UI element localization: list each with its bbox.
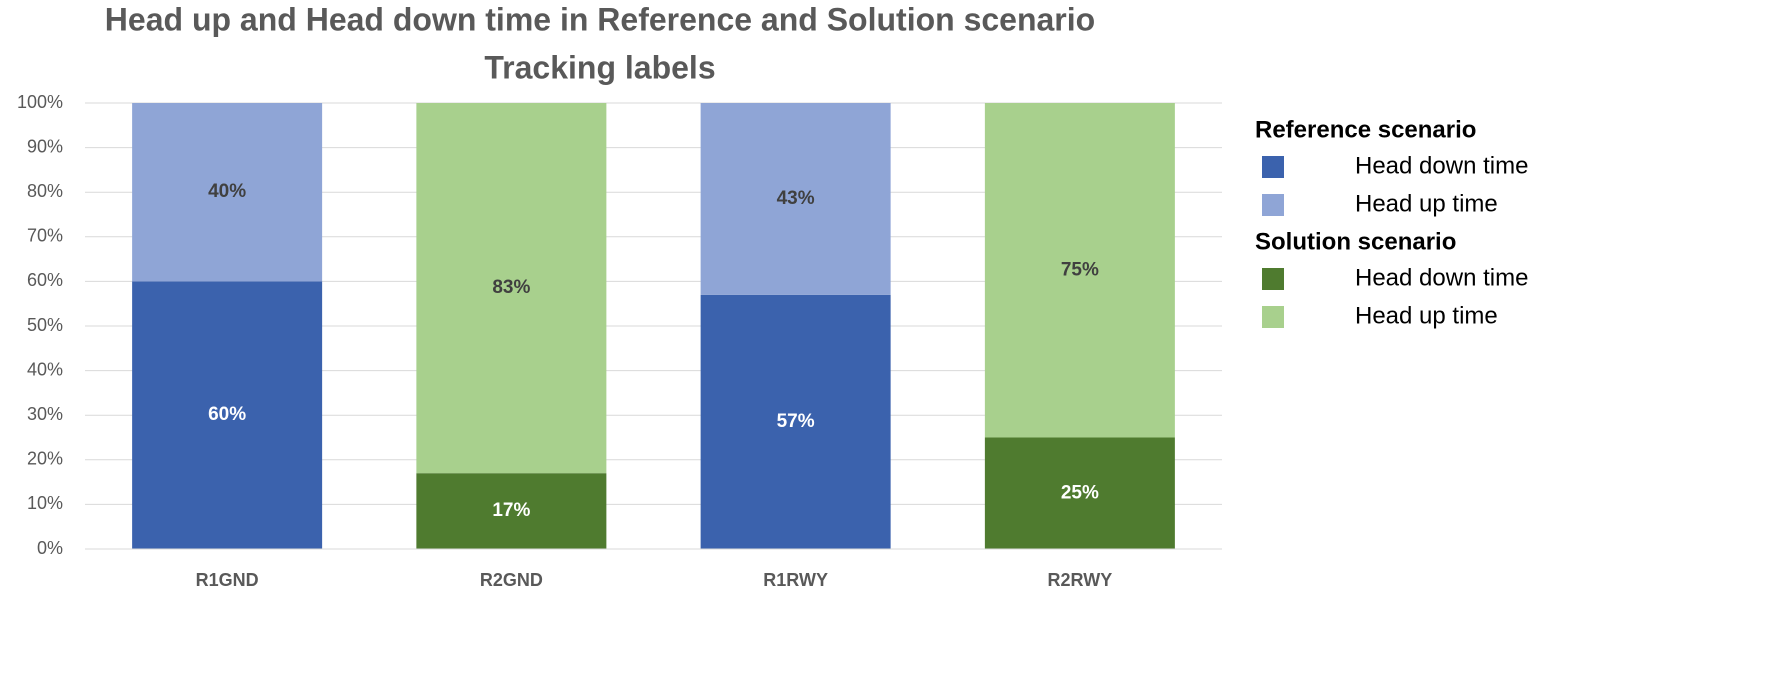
- y-tick-label: 80%: [27, 181, 63, 201]
- legend-swatch: [1262, 306, 1284, 328]
- chart-subtitle: Tracking labels: [484, 49, 715, 85]
- x-tick-label: R1GND: [196, 570, 259, 590]
- bar-segment: [700, 294, 891, 549]
- legend-label: Head up time: [1355, 190, 1498, 217]
- data-label: 60%: [208, 404, 246, 425]
- y-tick-label: 30%: [27, 404, 63, 424]
- bar-segment: [132, 281, 323, 549]
- data-label: 17%: [492, 500, 530, 521]
- data-label: 75%: [1061, 259, 1099, 280]
- legend-swatch: [1262, 156, 1284, 178]
- data-label: 83%: [492, 277, 530, 298]
- chart-title: Head up and Head down time in Reference …: [105, 1, 1095, 37]
- data-label: 57%: [777, 411, 815, 432]
- bar-segment: [132, 103, 323, 282]
- legend-label: Head up time: [1355, 302, 1498, 329]
- y-tick-label: 70%: [27, 226, 63, 246]
- bar-segment: [700, 103, 891, 295]
- data-label: 25%: [1061, 482, 1099, 503]
- legend-swatch: [1262, 194, 1284, 216]
- y-tick-label: 40%: [27, 359, 63, 379]
- bar-segment: [984, 103, 1175, 438]
- y-tick-label: 20%: [27, 449, 63, 469]
- legend-swatch: [1262, 268, 1284, 290]
- x-tick-label: R1RWY: [763, 570, 828, 590]
- y-tick-label: 0%: [37, 538, 63, 558]
- x-tick-label: R2GND: [480, 570, 543, 590]
- legend-label: Head down time: [1355, 264, 1528, 291]
- y-tick-label: 50%: [27, 315, 63, 335]
- x-tick-label: R2RWY: [1048, 570, 1113, 590]
- legend-label: Head down time: [1355, 152, 1528, 179]
- y-tick-label: 90%: [27, 136, 63, 156]
- data-label: 43%: [777, 188, 815, 209]
- y-tick-label: 60%: [27, 270, 63, 290]
- data-label: 40%: [208, 181, 246, 202]
- y-tick-label: 10%: [27, 493, 63, 513]
- bar-segment: [416, 103, 607, 474]
- bar-segment: [416, 473, 607, 549]
- y-tick-label: 100%: [17, 92, 63, 112]
- legend-group-title: Solution scenario: [1255, 228, 1456, 255]
- bar-segment: [984, 437, 1175, 549]
- legend-group-title: Reference scenario: [1255, 116, 1476, 143]
